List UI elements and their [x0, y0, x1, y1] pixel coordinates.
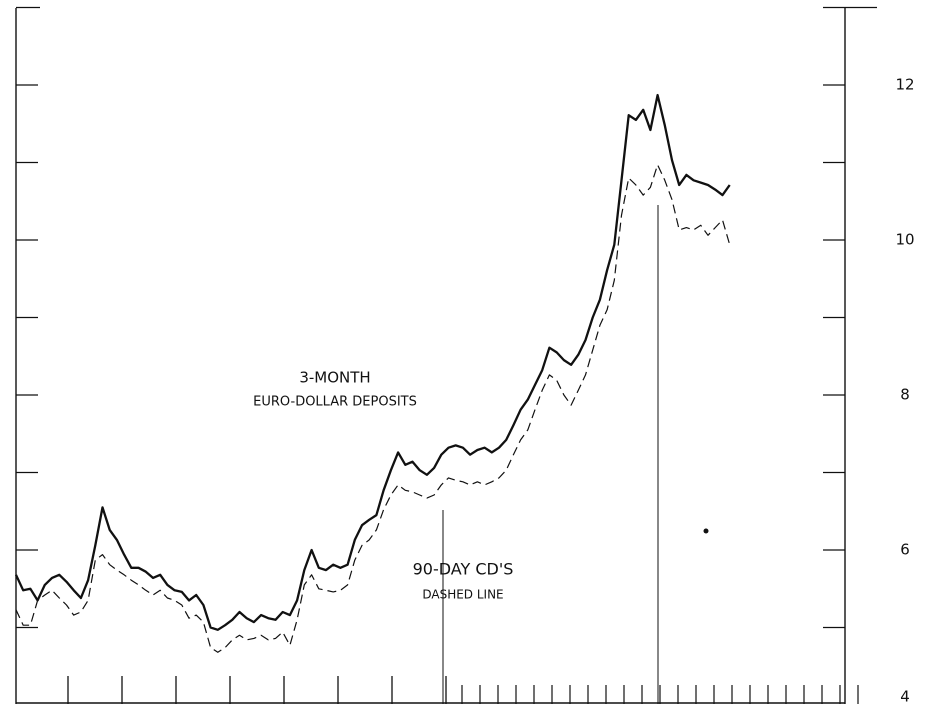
annotation: EURO-DOLLAR DEPOSITS [253, 395, 417, 410]
y-tick-label: 10 [895, 231, 914, 249]
annotation: DASHED LINE [422, 588, 503, 602]
series-line [14, 93, 731, 631]
y-tick-label: 6 [900, 541, 910, 559]
annotation: 3-MONTH [299, 369, 370, 387]
series-line [15, 164, 731, 653]
y-tick-label: 12 [895, 76, 914, 94]
y-tick-label: 8 [900, 386, 910, 404]
annotation: 90-DAY CD'S [413, 560, 514, 579]
dot [703, 528, 709, 534]
y-tick-label: 4 [900, 688, 910, 705]
